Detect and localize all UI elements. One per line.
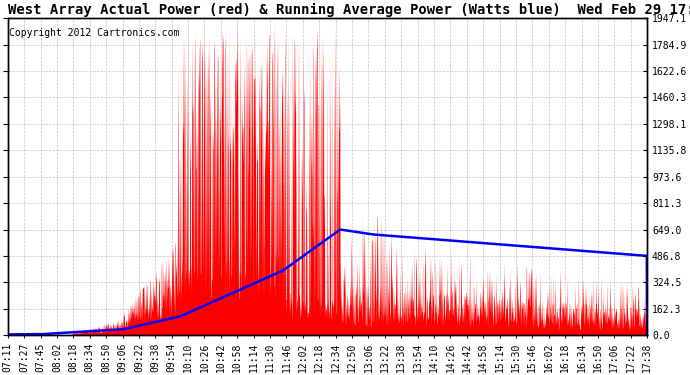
Text: Copyright 2012 Cartronics.com: Copyright 2012 Cartronics.com bbox=[9, 28, 179, 38]
Text: West Array Actual Power (red) & Running Average Power (Watts blue)  Wed Feb 29 1: West Array Actual Power (red) & Running … bbox=[8, 3, 690, 17]
